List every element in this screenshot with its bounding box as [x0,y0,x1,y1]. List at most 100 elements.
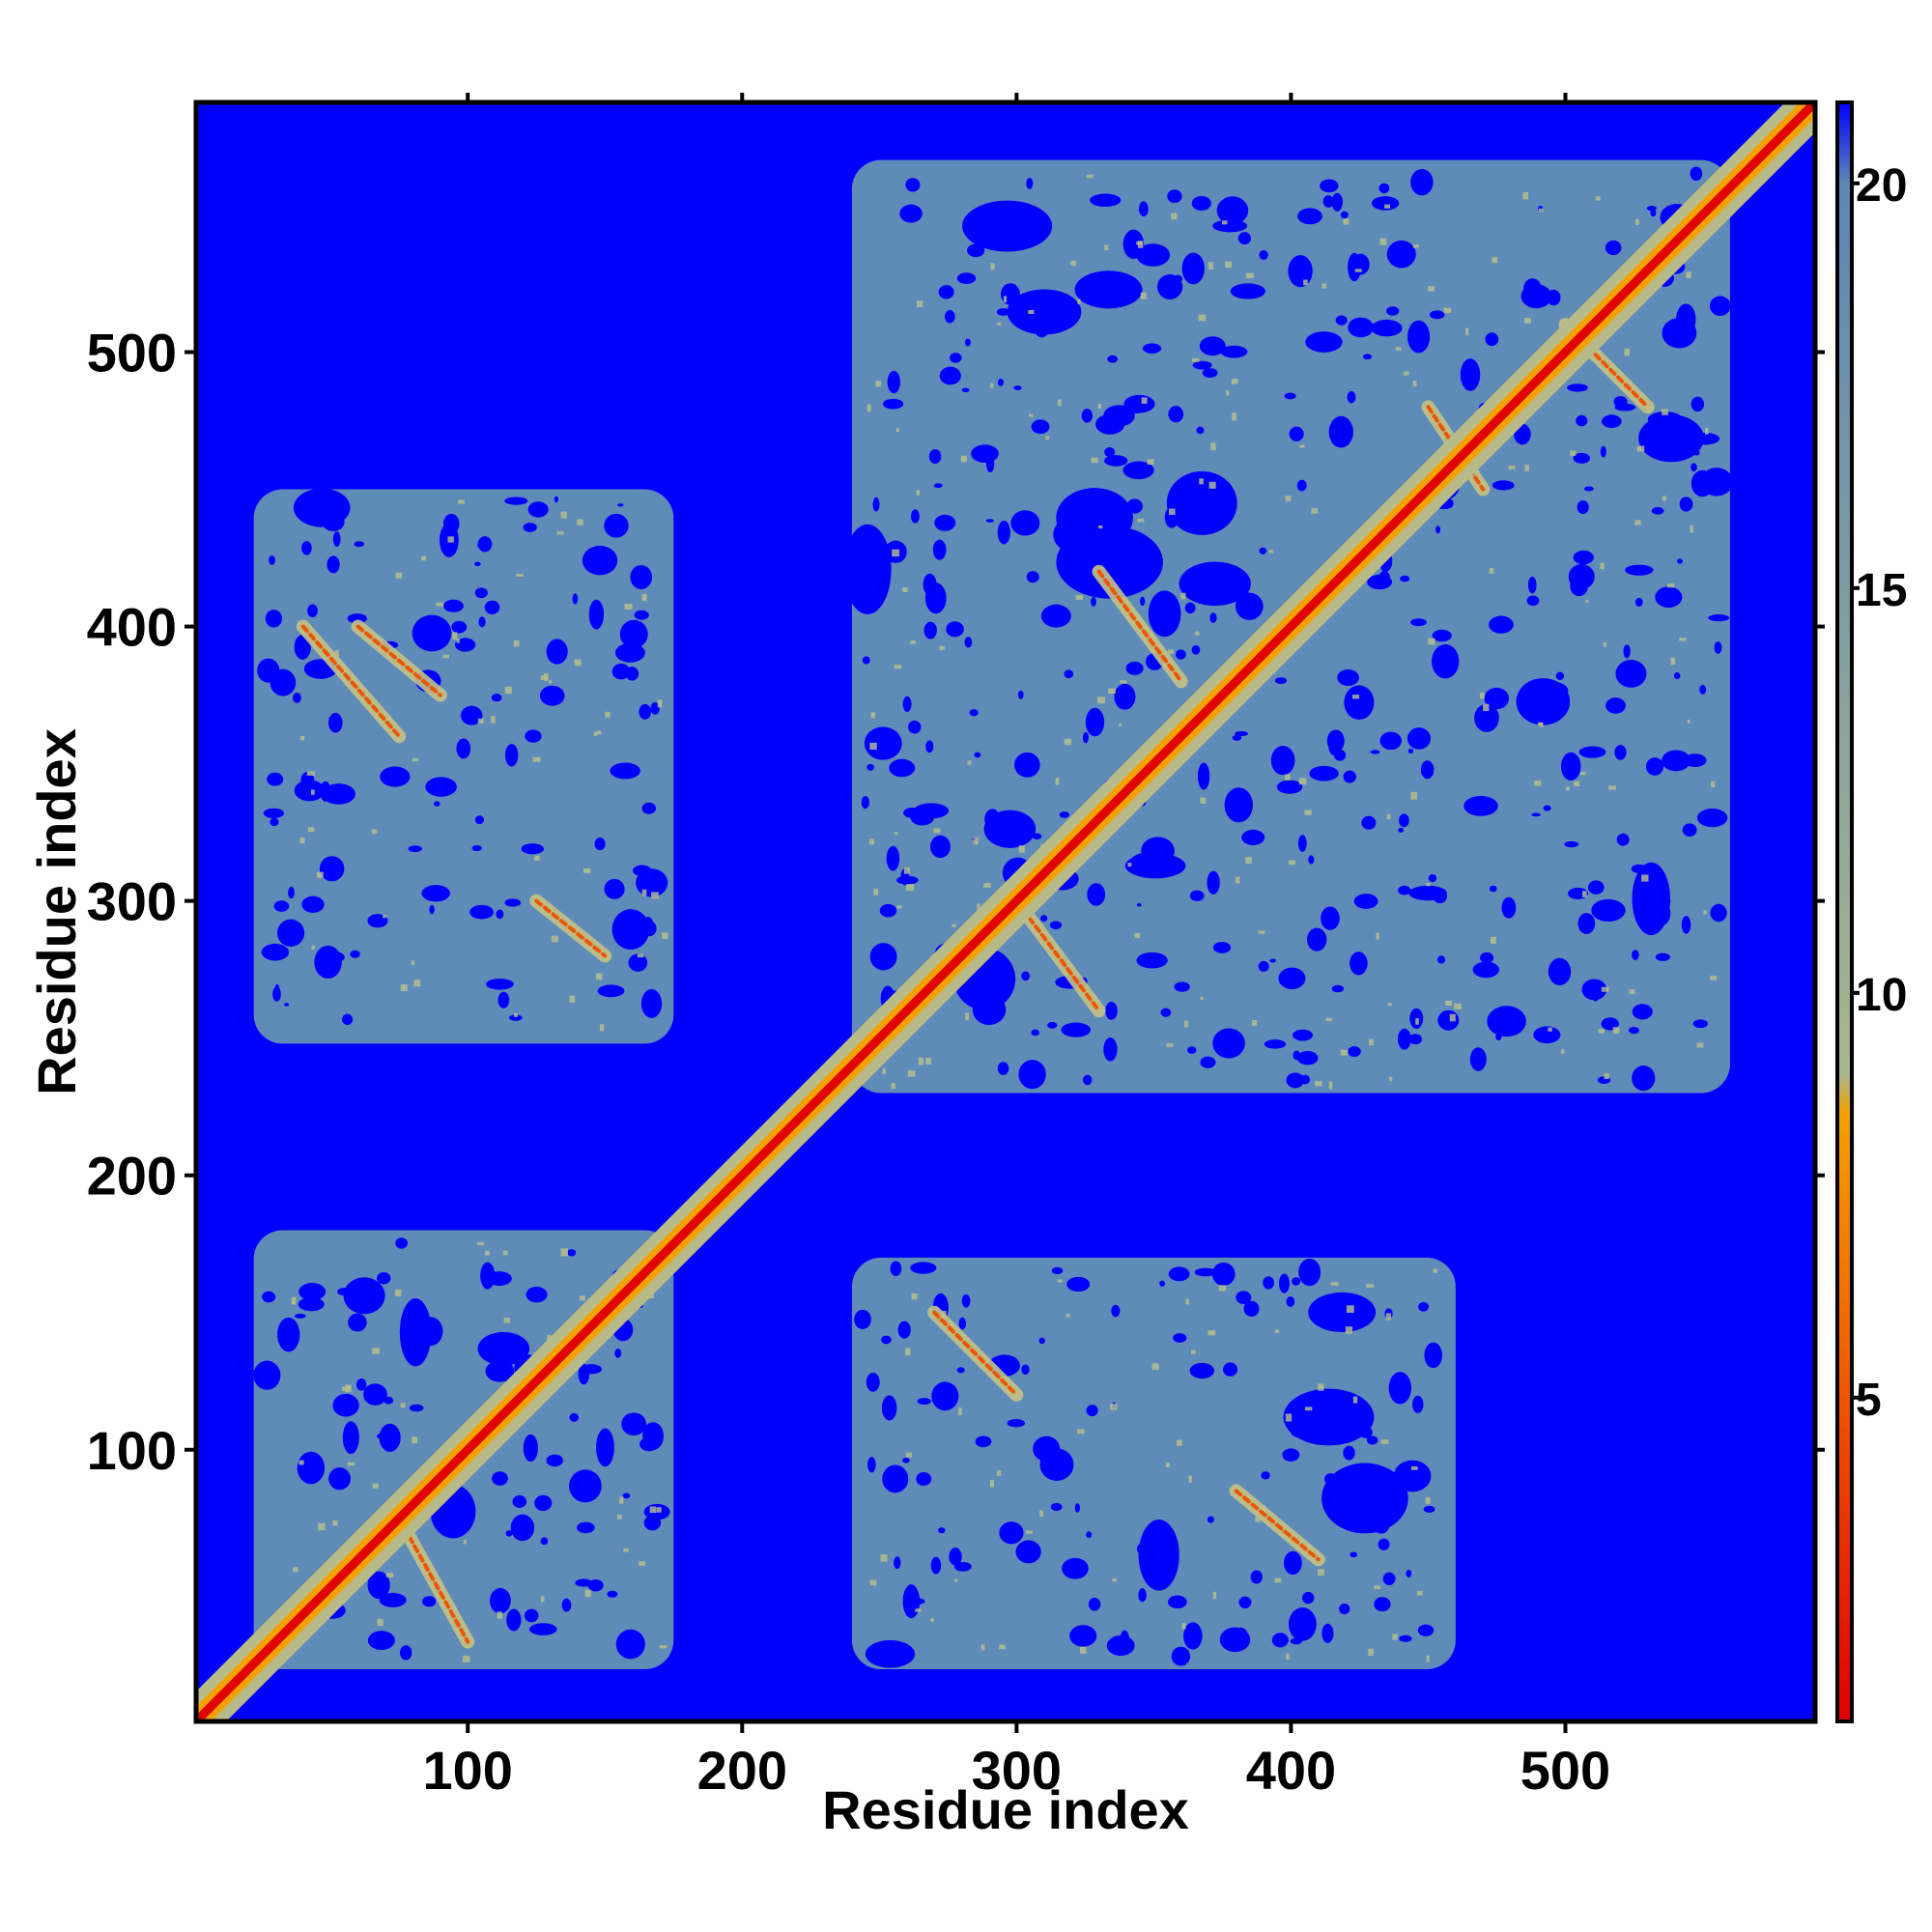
contact-gap [1050,1502,1063,1512]
contact-speckle [1192,357,1200,362]
contact-gap [1460,358,1481,391]
contact-gap [1111,1304,1121,1318]
contact-gap [1264,1039,1287,1049]
contact-speckle [334,650,339,657]
contact-gap [1544,682,1569,700]
contact-speckle [1274,1577,1282,1583]
contact-gap [1305,331,1343,353]
contact-speckle [1057,1279,1063,1283]
contact-speckle [1119,723,1122,726]
contact-gap [1489,885,1497,893]
contact-gap [908,720,922,734]
contact-gap [1031,419,1050,435]
contact-gap [320,781,331,802]
contact-gap [1615,659,1647,688]
contact-speckle [1086,174,1094,179]
contact-speckle [477,1241,485,1245]
contact-speckle [1454,1003,1462,1009]
x-tick-label: 400 [1246,1740,1336,1801]
colorbar-tick-label: 5 [1856,1375,1882,1426]
contact-speckle [1258,930,1265,934]
contact-gap [561,1598,572,1612]
contact-speckle [1539,722,1544,727]
contact-speckle [1522,191,1529,200]
contact-speckle [579,1295,585,1301]
contact-gap [975,1435,992,1448]
y-tick-label: 500 [87,323,177,384]
contact-gap [1282,1448,1300,1462]
contact-speckle [657,699,663,708]
contact-gap [354,541,364,548]
contact-line [1014,898,1101,1013]
contact-gap [1064,669,1074,679]
contact-gap [967,243,985,258]
contact-speckle [452,632,458,639]
contact-gap [1236,1291,1252,1304]
contact-speckle [1686,271,1691,278]
contact-gap [1171,1646,1191,1666]
contact-gap [1276,780,1303,794]
contact-gap [433,801,440,807]
contact-gap [473,561,481,567]
contact-gap [1122,461,1154,480]
contact-speckle [347,1462,355,1466]
contact-gap [1138,201,1149,217]
contact-speckle [1368,1648,1374,1656]
contact-speckle [1479,693,1485,699]
contact-gap [866,1372,880,1392]
contact-gap [1420,760,1435,780]
contact-speckle [869,1579,877,1586]
contact-gap [1007,1419,1026,1428]
contact-speckle [372,1483,379,1489]
contact-gap [1212,1028,1245,1059]
contact-gap [1172,274,1183,283]
contact-speckle [383,915,386,919]
contact-gap [1679,497,1693,512]
contact-gap [510,1514,535,1542]
contact-gap [931,1381,959,1411]
contact-gap [894,1556,901,1570]
contact-gap [1371,196,1400,211]
contact-gap [1578,746,1606,758]
contact-gap [399,1298,432,1367]
contact-gap [1039,915,1048,922]
contact-speckle [1574,781,1580,787]
contact-gap [348,1313,367,1332]
contact-gap [1015,1540,1041,1564]
contact-speckle [1315,1080,1322,1087]
contact-speckle [1328,1081,1333,1090]
contact-gap [1573,452,1591,464]
contact-speckle [1098,525,1103,529]
contact-speckle [894,665,902,669]
contact-gap [864,726,902,760]
contact-gap [1307,1400,1334,1414]
contact-speckle [1057,399,1062,407]
contact-speckle [1354,269,1362,272]
contact-gap [1714,641,1722,654]
contact-gap [1708,614,1730,622]
contact-speckle [1598,1029,1605,1034]
contact-speckle [1318,1383,1324,1391]
contact-gap [934,514,956,531]
contact-gap [395,1237,408,1249]
contact-gap [508,1014,523,1021]
contact-gap [337,1288,352,1296]
contact-speckle [291,1296,297,1305]
contact-speckle [1687,719,1690,724]
contact-gap [1167,1595,1187,1609]
contact-gap [1681,916,1691,934]
contact-gap [956,1367,965,1374]
contact-speckle [1330,1282,1339,1286]
contact-speckle [458,499,465,504]
contact-gap [1645,757,1664,776]
contact-speckle [1704,428,1709,435]
contact-gap [640,989,663,1018]
contact-speckle [1412,243,1419,248]
contact-speckle [560,511,567,519]
contact-speckle [916,490,921,496]
contact-gap [265,610,283,628]
y-tick-label: 100 [87,1420,177,1481]
contact-speckle [395,572,403,579]
contact-speckle [1595,196,1601,201]
contact-gap [1184,602,1196,614]
